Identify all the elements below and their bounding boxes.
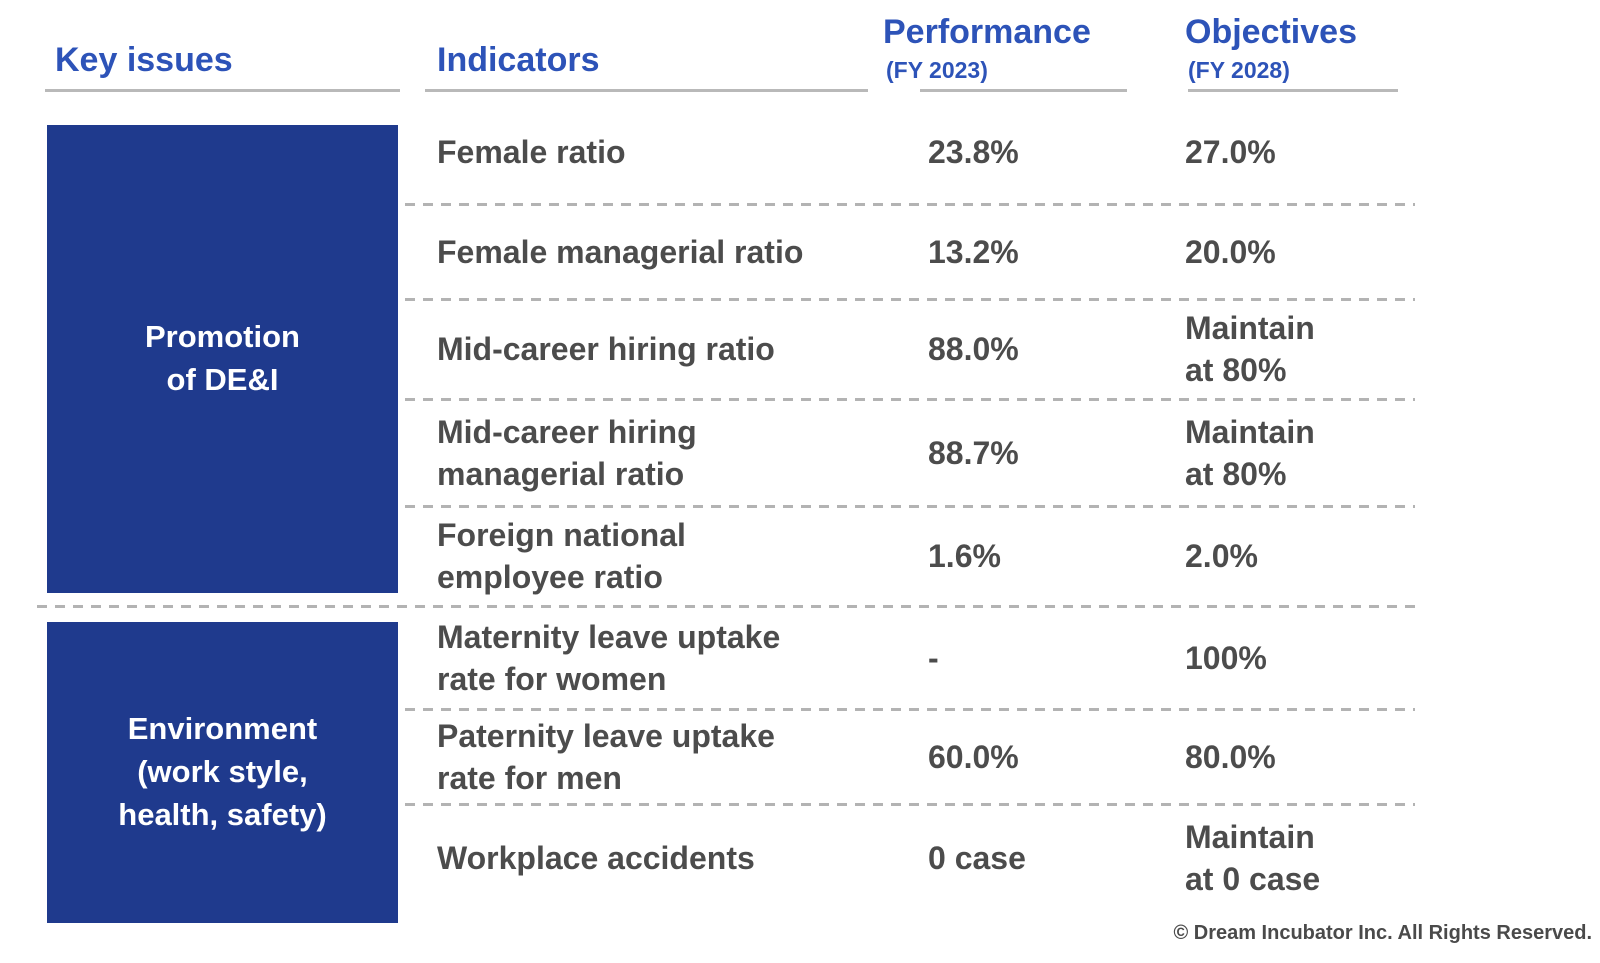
performance-cell: 88.7% xyxy=(928,434,1019,471)
column-header-performance: Performance xyxy=(883,13,1091,51)
objective-cell: 80.0% xyxy=(1185,738,1276,775)
performance-cell: 1.6% xyxy=(928,538,1001,575)
row-separator xyxy=(405,708,1415,711)
objective-cell: Maintain at 80% xyxy=(1185,310,1315,388)
performance-underline xyxy=(920,89,1127,92)
key-issue-block-environment: Environment (work style, health, safety) xyxy=(47,622,398,923)
indicator-cell: Mid-career hiring managerial ratio xyxy=(437,413,697,492)
indicator-cell: Maternity leave uptake rate for women xyxy=(437,618,781,697)
column-header-indicators: Indicators xyxy=(437,41,600,79)
objective-cell: 20.0% xyxy=(1185,233,1276,270)
objective-cell: 2.0% xyxy=(1185,538,1258,575)
table-row: Female managerial ratio 13.2% 20.0% xyxy=(425,205,1415,300)
column-subheader-objectives-fy: (FY 2028) xyxy=(1188,57,1290,83)
indicator-cell: Paternity leave uptake rate for men xyxy=(437,717,775,796)
performance-cell: 88.0% xyxy=(928,331,1019,368)
table-row: Foreign national employee ratio 1.6% 2.0… xyxy=(425,507,1415,607)
row-separator xyxy=(405,398,1415,401)
row-separator xyxy=(405,203,1415,206)
table-row: Mid-career hiring managerial ratio 88.7%… xyxy=(425,400,1415,507)
objective-cell: 27.0% xyxy=(1185,133,1276,170)
indicator-cell: Mid-career hiring ratio xyxy=(437,331,775,368)
indicator-cell: Foreign national employee ratio xyxy=(437,517,686,595)
column-header-key-issues: Key issues xyxy=(55,41,233,79)
performance-cell: 13.2% xyxy=(928,233,1019,270)
row-separator xyxy=(405,298,1415,301)
performance-cell: 0 case xyxy=(928,839,1026,876)
indicators-underline xyxy=(425,89,868,92)
indicator-cell: Workplace accidents xyxy=(437,839,755,876)
section-separator xyxy=(37,605,1415,608)
key-issue-block-promotion-dei: Promotion of DE&I xyxy=(47,125,398,593)
table-row: Maternity leave uptake rate for women - … xyxy=(425,607,1415,710)
objective-cell: Maintain at 80% xyxy=(1185,413,1315,492)
copyright-notice: © Dream Incubator Inc. All Rights Reserv… xyxy=(1173,922,1592,944)
table-row: Paternity leave uptake rate for men 60.0… xyxy=(425,710,1415,805)
objectives-underline xyxy=(1188,89,1398,92)
row-separator xyxy=(405,803,1415,806)
row-separator xyxy=(405,505,1415,508)
objective-cell: Maintain at 0 case xyxy=(1185,818,1321,897)
table-row: Workplace accidents 0 case Maintain at 0… xyxy=(425,805,1415,912)
objective-cell: 100% xyxy=(1185,639,1267,676)
performance-cell: - xyxy=(928,639,939,676)
indicator-cell: Female managerial ratio xyxy=(437,233,804,270)
table-row: Female ratio 23.8% 27.0% xyxy=(425,100,1415,205)
key-issues-underline xyxy=(45,89,400,92)
performance-cell: 60.0% xyxy=(928,738,1019,775)
column-header-objectives: Objectives xyxy=(1185,13,1357,51)
indicator-cell: Female ratio xyxy=(437,133,626,170)
column-subheader-performance-fy: (FY 2023) xyxy=(886,57,988,83)
table-row: Mid-career hiring ratio 88.0% Maintain a… xyxy=(425,300,1415,400)
performance-cell: 23.8% xyxy=(928,133,1019,170)
